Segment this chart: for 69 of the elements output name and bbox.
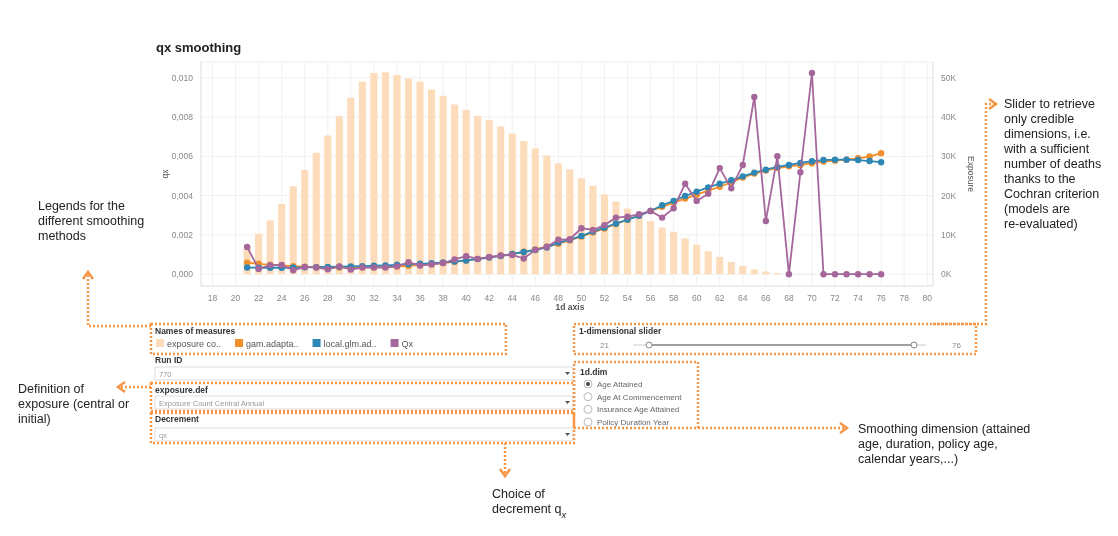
y2-tick-label: 50K	[941, 72, 957, 83]
x-tick-label: 80	[922, 293, 933, 303]
y-tick-label: 0,000	[171, 269, 194, 280]
x-tick-label: 72	[830, 293, 841, 303]
x-tick-label: 54	[622, 293, 633, 303]
text: Age Attained	[597, 380, 643, 389]
text: 1-dimensional slider	[579, 326, 662, 336]
text: Smoothing dimension (attained age, duration, policy age, calendar years,...)	[858, 422, 1031, 466]
x-tick-label: 32	[369, 293, 379, 303]
x-tick-label: 60	[691, 293, 702, 303]
x-tick-label: 38	[438, 293, 449, 303]
x-tick-label: 68	[784, 293, 794, 303]
x-tick-label: 22	[253, 293, 264, 303]
x-tick-label: 26	[300, 293, 310, 303]
text: Slider to retrieve only credible dimensions, i.e. with a sufficient number of deaths thanks to the Cochran criterion (models are re-evaluated)	[1004, 97, 1102, 231]
y-axis-title: qx	[160, 168, 170, 179]
text: Choice of decrement q$_{x}$	[492, 487, 567, 520]
text: exposure.def	[155, 385, 209, 395]
chart-title: qx smoothing	[156, 40, 242, 55]
x-tick-label: 40	[461, 293, 472, 303]
y-tick-label: 0,006	[171, 151, 194, 162]
y-tick-label: 0,004	[171, 190, 194, 201]
text: 21	[600, 341, 610, 350]
x-tick-label: 18	[207, 293, 218, 303]
text: Definition of exposure (central or initial)	[18, 382, 130, 426]
x-tick-label: 34	[392, 293, 402, 303]
x-tick-label: 58	[668, 293, 679, 303]
x-axis-title: 1d axis	[555, 302, 585, 312]
legend-label: local.glm.ad..	[323, 338, 377, 349]
y-tick-label: 0,010	[171, 72, 194, 83]
x-tick-label: 78	[899, 293, 910, 303]
x-tick-label: 20	[230, 293, 241, 303]
y2-tick-label: 30K	[941, 151, 957, 162]
text: Legends for the different smoothing methods	[38, 199, 145, 243]
text: Age At Commencement	[597, 392, 683, 402]
y2-tick-label: 40K	[941, 112, 957, 123]
text: Run ID	[155, 355, 183, 365]
legend-title: Names of measures	[155, 326, 236, 336]
x-tick-label: 74	[853, 293, 864, 303]
x-tick-label: 62	[715, 293, 725, 303]
y2-axis-title: Exposure	[966, 156, 976, 193]
text: 76	[952, 341, 962, 350]
y2-tick-label: 0K	[941, 269, 952, 280]
text: Insurance Age Attained	[597, 405, 680, 415]
y2-tick-label: 10K	[941, 229, 957, 240]
x-tick-label: 66	[761, 293, 771, 303]
x-tick-label: 56	[645, 293, 656, 303]
text: 1d.dim	[580, 367, 608, 377]
x-tick-label: 24	[276, 293, 287, 303]
x-tick-label: 28	[323, 293, 333, 303]
legend-label: exposure co..	[167, 338, 222, 349]
x-tick-label: 64	[738, 293, 748, 303]
text: Policy Duration Year	[597, 418, 670, 428]
legend-label: Qx	[401, 338, 414, 349]
x-tick-label: 42	[484, 293, 495, 303]
x-tick-label: 30	[346, 293, 356, 303]
y2-tick-label: 20K	[941, 190, 957, 201]
legend-label: gam.adapta..	[246, 338, 299, 349]
x-tick-label: 48	[553, 293, 564, 303]
x-tick-label: 76	[876, 293, 887, 303]
x-tick-label: 50	[576, 293, 587, 303]
text: Decrement	[155, 414, 200, 424]
x-tick-label: 36	[415, 293, 426, 303]
y-tick-label: 0,008	[171, 112, 194, 123]
x-tick-label: 46	[530, 293, 541, 303]
x-tick-label: 44	[507, 293, 518, 303]
x-tick-label: 52	[599, 293, 610, 303]
x-tick-label: 70	[807, 293, 817, 303]
y-tick-label: 0,002	[171, 229, 194, 240]
